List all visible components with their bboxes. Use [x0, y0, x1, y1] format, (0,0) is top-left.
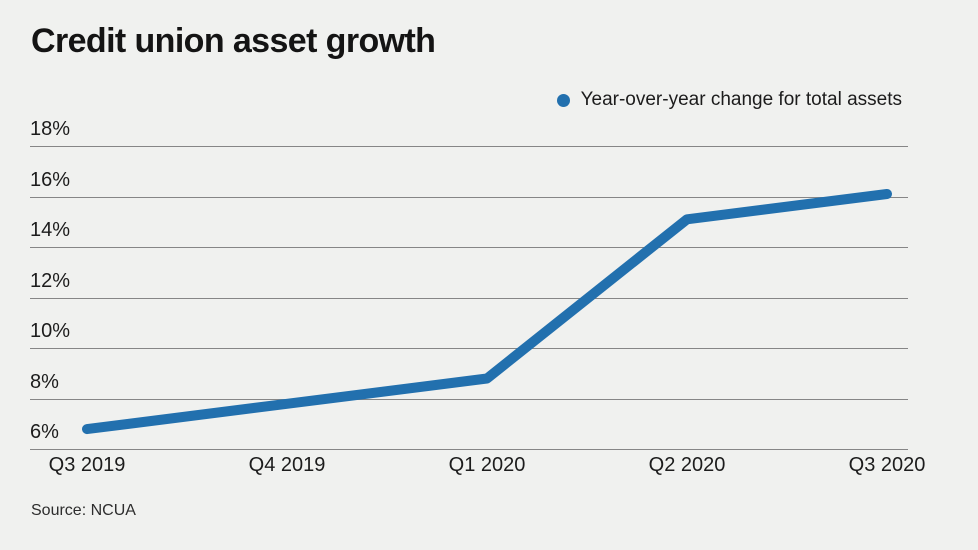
line-series	[82, 189, 892, 435]
y-tick-label: 16%	[30, 168, 71, 191]
gridline	[30, 146, 908, 147]
x-tick-label: Q1 2020	[448, 454, 526, 476]
legend: Year-over-year change for total assets	[556, 89, 902, 111]
legend-label: Year-over-year change for total assets	[580, 89, 902, 110]
y-tick-label: 12%	[30, 269, 71, 292]
y-tick-label: 18%	[30, 118, 71, 140]
gridline	[30, 348, 908, 350]
x-tick-label: Q2 2020	[648, 454, 726, 476]
gridline	[30, 398, 908, 400]
source-note: Source: NCUA	[31, 502, 136, 519]
gridline	[30, 297, 908, 299]
gridline	[30, 449, 908, 451]
gridline	[30, 247, 908, 249]
y-tick-label: 10%	[30, 320, 71, 343]
x-tick-label: Q3 2020	[848, 454, 926, 476]
y-tick-label: 8%	[30, 370, 59, 393]
chart-title: Credit union asset growth	[31, 22, 436, 60]
x-tick-label: Q3 2019	[48, 454, 126, 476]
legend-marker-icon	[556, 93, 570, 107]
y-tick-label: 6%	[30, 421, 59, 444]
y-tick-label: 14%	[30, 219, 71, 242]
gridline	[30, 196, 908, 198]
x-tick-label: Q4 2019	[248, 454, 326, 476]
